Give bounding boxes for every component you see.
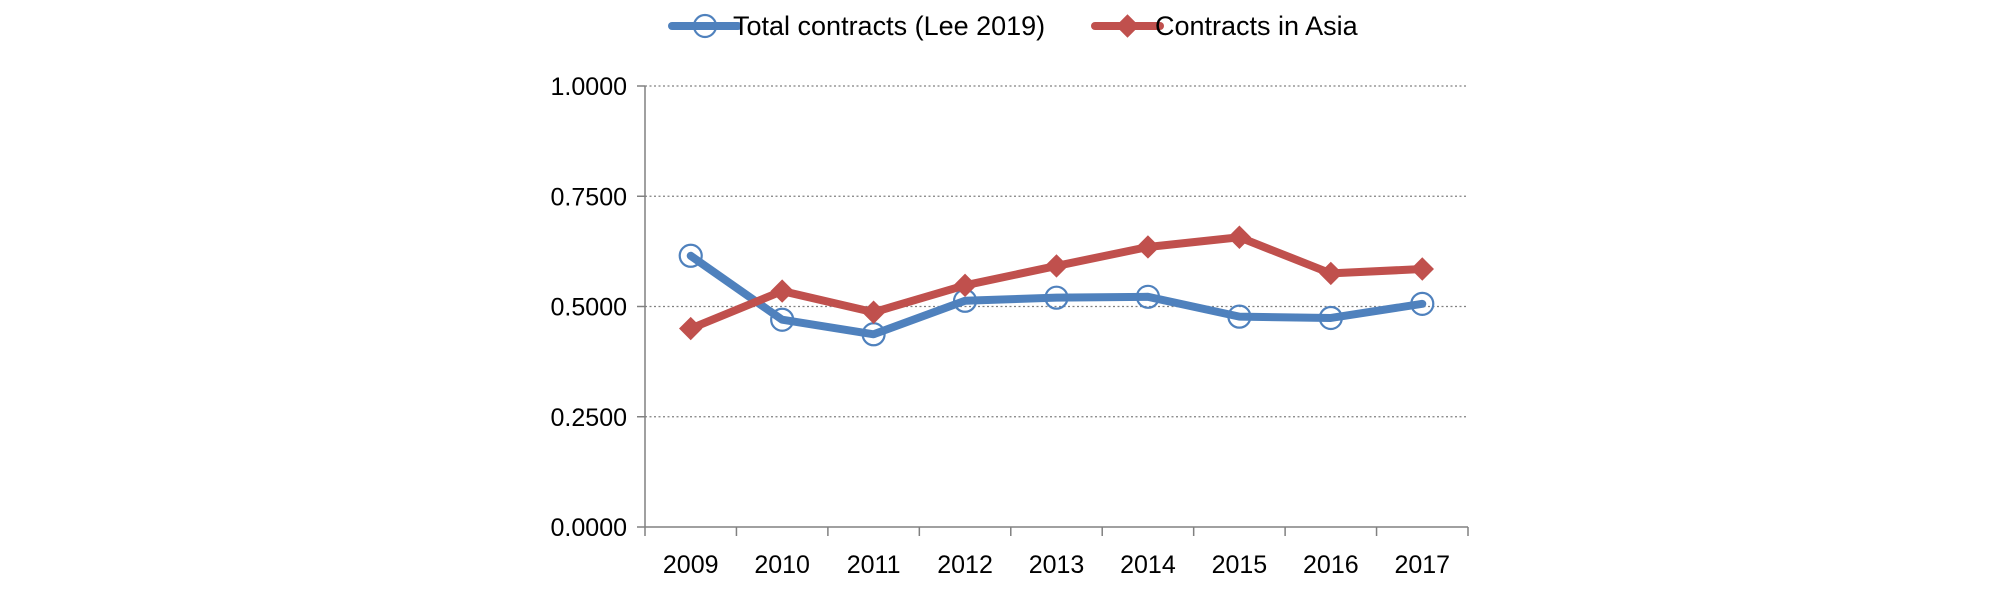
x-tick-label: 2017 xyxy=(1394,551,1450,579)
x-tick-label: 2011 xyxy=(847,551,901,579)
axes xyxy=(637,85,1469,536)
legend-marker xyxy=(1115,14,1140,38)
x-tick-label: 2014 xyxy=(1120,551,1176,579)
legend-label: Total contracts (Lee 2019) xyxy=(733,11,1045,41)
x-tick-label: 2012 xyxy=(937,551,993,579)
gridlines xyxy=(645,85,1468,418)
data-point xyxy=(1410,257,1434,281)
legend: Total contracts (Lee 2019) Contracts in A… xyxy=(668,11,1359,41)
legend-item: Total contracts (Lee 2019) xyxy=(668,11,1045,41)
series-2 xyxy=(679,225,1434,341)
data-point xyxy=(1135,284,1161,309)
x-tick-label: 2010 xyxy=(754,551,810,579)
data-point xyxy=(1410,291,1435,316)
x-tick-label: 2016 xyxy=(1303,551,1359,579)
series-line xyxy=(686,251,1427,339)
data-point xyxy=(1227,304,1252,329)
data-point xyxy=(770,279,794,303)
y-tick-label: 1.0000 xyxy=(551,73,627,101)
data-point xyxy=(1044,254,1069,278)
legend-label: Contracts in Asia xyxy=(1155,11,1359,41)
y-tick-labels: 0.0000 0.2500 0.5000 0.7500 1.0000 xyxy=(551,73,627,542)
y-tick-label: 0.0000 xyxy=(551,514,627,542)
legend-item: Contracts in Asia xyxy=(1091,11,1359,41)
y-tick-label: 0.2500 xyxy=(551,404,627,432)
y-tick-label: 0.7500 xyxy=(551,183,627,211)
data-point xyxy=(953,273,977,298)
series xyxy=(678,225,1435,347)
x-tick-label: 2009 xyxy=(663,551,719,579)
data-point xyxy=(1136,235,1160,259)
data-point xyxy=(678,243,703,268)
x-tick-labels: 2009 2010 2011 2012 2013 2014 2015 2016 2017 xyxy=(663,551,1450,579)
y-tick-label: 0.5000 xyxy=(551,294,627,322)
data-point xyxy=(679,316,703,341)
x-tick-label: 2013 xyxy=(1029,551,1085,579)
x-tick-label: 2015 xyxy=(1212,551,1268,579)
data-point xyxy=(861,300,886,324)
data-point xyxy=(770,307,795,332)
data-point xyxy=(1227,225,1252,249)
data-point xyxy=(1319,261,1343,286)
data-point xyxy=(1318,305,1343,331)
legend-marker xyxy=(692,13,718,39)
data-point xyxy=(1044,285,1069,310)
